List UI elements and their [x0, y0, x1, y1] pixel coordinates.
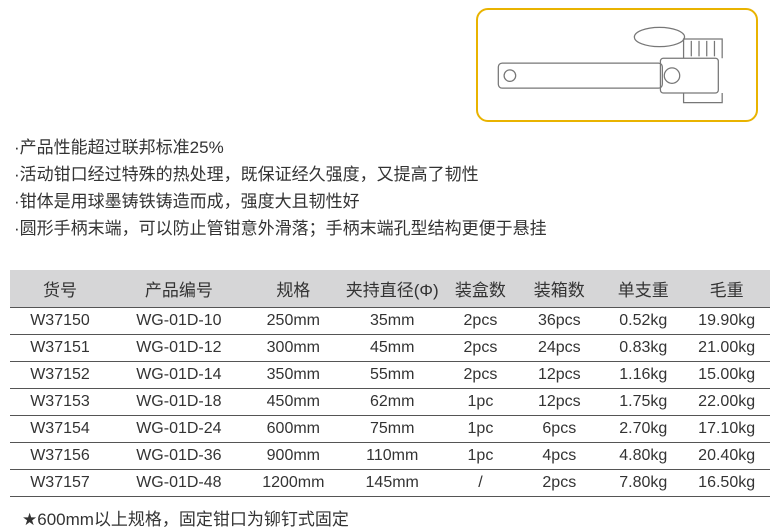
- table-cell: 1.75kg: [603, 389, 683, 416]
- table-row: W37152WG-01D-14350mm55mm2pcs12pcs1.16kg1…: [10, 362, 770, 389]
- table-cell: 600mm: [248, 416, 339, 443]
- table-cell: 145mm: [339, 470, 446, 497]
- table-cell: 0.52kg: [603, 308, 683, 335]
- table-cell: 75mm: [339, 416, 446, 443]
- table-row: W37157WG-01D-481200mm145mm/2pcs7.80kg16.…: [10, 470, 770, 497]
- table-cell: 2pcs: [446, 362, 524, 389]
- table-cell: 2.70kg: [603, 416, 683, 443]
- table-cell: W37152: [10, 362, 110, 389]
- table-cell: 0.83kg: [603, 335, 683, 362]
- feature-item: ·圆形手柄末端，可以防止管钳意外滑落；手柄末端孔型结构更便于悬挂: [14, 215, 770, 242]
- table-cell: /: [446, 470, 524, 497]
- table-cell: 110mm: [339, 443, 446, 470]
- table-cell: 19.90kg: [683, 308, 770, 335]
- col-header-dia: 夹持直径(Φ): [339, 270, 446, 308]
- col-header-ctn: 装箱数: [523, 270, 603, 308]
- table-cell: 55mm: [339, 362, 446, 389]
- table-cell: 15.00kg: [683, 362, 770, 389]
- table-cell: 2pcs: [523, 470, 603, 497]
- table-cell: 35mm: [339, 308, 446, 335]
- spec-table: 货号 产品编号 规格 夹持直径(Φ) 装盒数 装箱数 单支重 毛重 W37150…: [10, 270, 770, 497]
- table-cell: W37150: [10, 308, 110, 335]
- table-cell: 22.00kg: [683, 389, 770, 416]
- footnote: ★600mm以上规格，固定钳口为铆钉式固定: [10, 505, 770, 530]
- table-cell: 900mm: [248, 443, 339, 470]
- table-cell: 62mm: [339, 389, 446, 416]
- table-cell: 1.16kg: [603, 362, 683, 389]
- pipe-wrench-icon: [478, 10, 756, 120]
- table-cell: WG-01D-18: [110, 389, 248, 416]
- table-cell: 2pcs: [446, 335, 524, 362]
- table-cell: WG-01D-12: [110, 335, 248, 362]
- table-cell: 1pc: [446, 416, 524, 443]
- table-cell: 250mm: [248, 308, 339, 335]
- col-header-sku: 货号: [10, 270, 110, 308]
- table-cell: W37156: [10, 443, 110, 470]
- table-cell: 45mm: [339, 335, 446, 362]
- table-row: W37154WG-01D-24600mm75mm1pc6pcs2.70kg17.…: [10, 416, 770, 443]
- feature-item: ·钳体是用球墨铸铁铸造而成，强度大且韧性好: [14, 188, 770, 215]
- table-cell: 20.40kg: [683, 443, 770, 470]
- table-cell: 1200mm: [248, 470, 339, 497]
- col-header-spec: 规格: [248, 270, 339, 308]
- table-row: W37153WG-01D-18450mm62mm1pc12pcs1.75kg22…: [10, 389, 770, 416]
- table-cell: 1pc: [446, 389, 524, 416]
- col-header-box: 装盒数: [446, 270, 524, 308]
- table-cell: 300mm: [248, 335, 339, 362]
- table-row: W37150WG-01D-10250mm35mm2pcs36pcs0.52kg1…: [10, 308, 770, 335]
- table-cell: 24pcs: [523, 335, 603, 362]
- table-cell: WG-01D-10: [110, 308, 248, 335]
- table-cell: WG-01D-24: [110, 416, 248, 443]
- table-cell: 21.00kg: [683, 335, 770, 362]
- table-cell: 350mm: [248, 362, 339, 389]
- col-header-pn: 产品编号: [110, 270, 248, 308]
- table-cell: 6pcs: [523, 416, 603, 443]
- table-cell: 1pc: [446, 443, 524, 470]
- table-cell: 4pcs: [523, 443, 603, 470]
- table-cell: 36pcs: [523, 308, 603, 335]
- feature-list: ·产品性能超过联邦标准25% ·活动钳口经过特殊的热处理，既保证经久强度，又提高…: [10, 134, 770, 242]
- table-cell: 17.10kg: [683, 416, 770, 443]
- table-cell: 450mm: [248, 389, 339, 416]
- col-header-gw: 毛重: [683, 270, 770, 308]
- table-cell: WG-01D-14: [110, 362, 248, 389]
- table-cell: WG-01D-36: [110, 443, 248, 470]
- table-cell: WG-01D-48: [110, 470, 248, 497]
- col-header-unit: 单支重: [603, 270, 683, 308]
- table-cell: W37157: [10, 470, 110, 497]
- table-cell: 4.80kg: [603, 443, 683, 470]
- table-cell: W37153: [10, 389, 110, 416]
- table-row: W37151WG-01D-12300mm45mm2pcs24pcs0.83kg2…: [10, 335, 770, 362]
- feature-item: ·产品性能超过联邦标准25%: [14, 134, 770, 161]
- product-image-frame: [476, 8, 758, 122]
- table-cell: 2pcs: [446, 308, 524, 335]
- table-cell: 12pcs: [523, 362, 603, 389]
- table-cell: W37151: [10, 335, 110, 362]
- table-header-row: 货号 产品编号 规格 夹持直径(Φ) 装盒数 装箱数 单支重 毛重: [10, 270, 770, 308]
- feature-item: ·活动钳口经过特殊的热处理，既保证经久强度，又提高了韧性: [14, 161, 770, 188]
- table-cell: 16.50kg: [683, 470, 770, 497]
- table-row: W37156WG-01D-36900mm110mm1pc4pcs4.80kg20…: [10, 443, 770, 470]
- table-cell: W37154: [10, 416, 110, 443]
- table-cell: 7.80kg: [603, 470, 683, 497]
- table-cell: 12pcs: [523, 389, 603, 416]
